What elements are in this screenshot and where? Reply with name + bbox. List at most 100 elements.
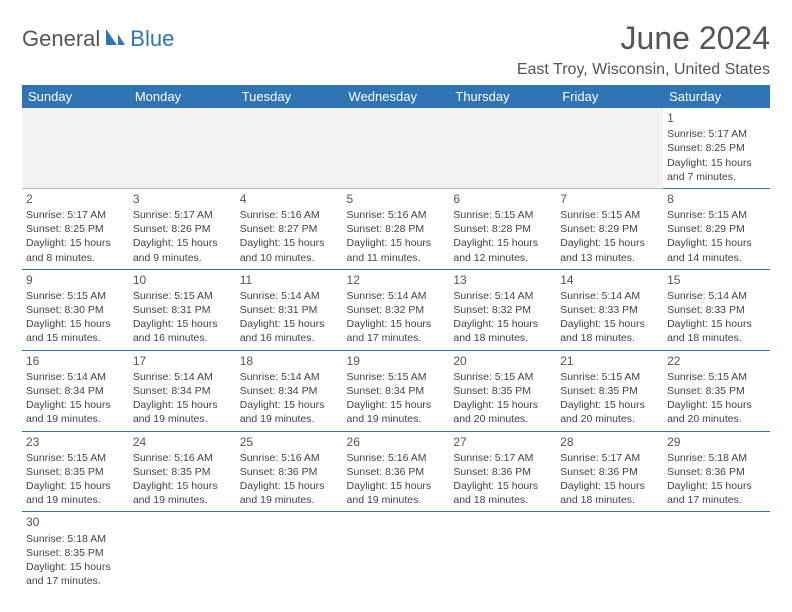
calendar-cell (22, 108, 129, 188)
day-details: Sunrise: 5:14 AMSunset: 8:33 PMDaylight:… (560, 289, 659, 346)
month-title: June 2024 (517, 20, 770, 57)
calendar-cell (129, 108, 236, 188)
day-details: Sunrise: 5:16 AMSunset: 8:36 PMDaylight:… (347, 451, 446, 508)
day-number: 9 (26, 272, 125, 288)
day-details: Sunrise: 5:15 AMSunset: 8:29 PMDaylight:… (560, 208, 659, 265)
calendar-cell: 8Sunrise: 5:15 AMSunset: 8:29 PMDaylight… (663, 188, 770, 269)
day-number: 20 (453, 353, 552, 369)
title-block: June 2024 East Troy, Wisconsin, United S… (517, 20, 770, 79)
calendar-cell (449, 512, 556, 592)
day-details: Sunrise: 5:18 AMSunset: 8:36 PMDaylight:… (667, 451, 766, 508)
calendar-cell (343, 512, 450, 592)
calendar-cell: 21Sunrise: 5:15 AMSunset: 8:35 PMDayligh… (556, 350, 663, 431)
weekday-header: Monday (129, 85, 236, 108)
location: East Troy, Wisconsin, United States (517, 61, 770, 79)
day-number: 4 (240, 191, 339, 207)
day-details: Sunrise: 5:14 AMSunset: 8:32 PMDaylight:… (347, 289, 446, 346)
day-details: Sunrise: 5:17 AMSunset: 8:36 PMDaylight:… (560, 451, 659, 508)
day-number: 13 (453, 272, 552, 288)
day-number: 18 (240, 353, 339, 369)
day-number: 23 (26, 434, 125, 450)
day-number: 2 (26, 191, 125, 207)
day-details: Sunrise: 5:15 AMSunset: 8:30 PMDaylight:… (26, 289, 125, 346)
calendar-header: SundayMondayTuesdayWednesdayThursdayFrid… (22, 85, 770, 108)
day-number: 17 (133, 353, 232, 369)
day-number: 30 (26, 514, 125, 530)
calendar-cell: 22Sunrise: 5:15 AMSunset: 8:35 PMDayligh… (663, 350, 770, 431)
day-details: Sunrise: 5:14 AMSunset: 8:34 PMDaylight:… (133, 370, 232, 427)
logo: General Blue (22, 26, 174, 52)
day-details: Sunrise: 5:14 AMSunset: 8:34 PMDaylight:… (240, 370, 339, 427)
calendar-cell: 24Sunrise: 5:16 AMSunset: 8:35 PMDayligh… (129, 431, 236, 512)
calendar-table: SundayMondayTuesdayWednesdayThursdayFrid… (22, 85, 770, 592)
calendar-body: 1Sunrise: 5:17 AMSunset: 8:25 PMDaylight… (22, 108, 770, 592)
day-number: 22 (667, 353, 766, 369)
calendar-cell: 19Sunrise: 5:15 AMSunset: 8:34 PMDayligh… (343, 350, 450, 431)
day-details: Sunrise: 5:15 AMSunset: 8:29 PMDaylight:… (667, 208, 766, 265)
day-details: Sunrise: 5:15 AMSunset: 8:35 PMDaylight:… (26, 451, 125, 508)
day-details: Sunrise: 5:15 AMSunset: 8:28 PMDaylight:… (453, 208, 552, 265)
logo-text-blue: Blue (130, 26, 174, 52)
calendar-cell (663, 512, 770, 592)
calendar-cell: 28Sunrise: 5:17 AMSunset: 8:36 PMDayligh… (556, 431, 663, 512)
calendar-cell: 2Sunrise: 5:17 AMSunset: 8:25 PMDaylight… (22, 188, 129, 269)
calendar-cell: 12Sunrise: 5:14 AMSunset: 8:32 PMDayligh… (343, 269, 450, 350)
day-number: 15 (667, 272, 766, 288)
calendar-row: 30 Sunrise: 5:18 AMSunset: 8:35 PMDayligh… (22, 512, 770, 592)
day-number: 8 (667, 191, 766, 207)
calendar-cell (449, 108, 556, 188)
day-number: 19 (347, 353, 446, 369)
calendar-cell: 4Sunrise: 5:16 AMSunset: 8:27 PMDaylight… (236, 188, 343, 269)
day-details: Sunrise: 5:16 AMSunset: 8:27 PMDaylight:… (240, 208, 339, 265)
day-details: Sunrise: 5:14 AMSunset: 8:34 PMDaylight:… (26, 370, 125, 427)
calendar-row: 23Sunrise: 5:15 AMSunset: 8:35 PMDayligh… (22, 431, 770, 512)
calendar-cell (236, 108, 343, 188)
day-number: 25 (240, 434, 339, 450)
day-number: 12 (347, 272, 446, 288)
calendar-cell: 16Sunrise: 5:14 AMSunset: 8:34 PMDayligh… (22, 350, 129, 431)
day-number: 5 (347, 191, 446, 207)
day-details: Sunrise: 5:15 AMSunset: 8:35 PMDaylight:… (453, 370, 552, 427)
day-number: 11 (240, 272, 339, 288)
calendar-cell: 30 Sunrise: 5:18 AMSunset: 8:35 PMDayligh… (22, 512, 129, 592)
day-number: 28 (560, 434, 659, 450)
day-details: Sunrise: 5:16 AMSunset: 8:35 PMDaylight:… (133, 451, 232, 508)
day-details: Sunrise: 5:17 AMSunset: 8:25 PMDaylight:… (26, 208, 125, 265)
weekday-header: Wednesday (343, 85, 450, 108)
day-details: Sunrise: 5:14 AMSunset: 8:33 PMDaylight:… (667, 289, 766, 346)
calendar-cell: 11Sunrise: 5:14 AMSunset: 8:31 PMDayligh… (236, 269, 343, 350)
day-details: Sunrise: 5:18 AMSunset: 8:35 PMDaylight:… (26, 532, 125, 589)
day-details: Sunrise: 5:17 AMSunset: 8:26 PMDaylight:… (133, 208, 232, 265)
day-number: 24 (133, 434, 232, 450)
calendar-cell: 23Sunrise: 5:15 AMSunset: 8:35 PMDayligh… (22, 431, 129, 512)
day-details: Sunrise: 5:15 AMSunset: 8:35 PMDaylight:… (560, 370, 659, 427)
day-number: 10 (133, 272, 232, 288)
day-details: Sunrise: 5:17 AMSunset: 8:25 PMDaylight:… (667, 127, 766, 184)
logo-text-general: General (22, 26, 100, 52)
weekday-header: Saturday (663, 85, 770, 108)
calendar-cell (236, 512, 343, 592)
calendar-row: 1Sunrise: 5:17 AMSunset: 8:25 PMDaylight… (22, 108, 770, 188)
day-number: 29 (667, 434, 766, 450)
weekday-header: Friday (556, 85, 663, 108)
day-number: 1 (667, 110, 766, 126)
calendar-cell: 9Sunrise: 5:15 AMSunset: 8:30 PMDaylight… (22, 269, 129, 350)
calendar-row: 2Sunrise: 5:17 AMSunset: 8:25 PMDaylight… (22, 188, 770, 269)
day-details: Sunrise: 5:14 AMSunset: 8:32 PMDaylight:… (453, 289, 552, 346)
sail-icon (104, 27, 126, 52)
calendar-cell (556, 108, 663, 188)
calendar-cell: 29Sunrise: 5:18 AMSunset: 8:36 PMDayligh… (663, 431, 770, 512)
calendar-cell: 1Sunrise: 5:17 AMSunset: 8:25 PMDaylight… (663, 108, 770, 188)
day-number: 14 (560, 272, 659, 288)
calendar-cell (343, 108, 450, 188)
day-details: Sunrise: 5:16 AMSunset: 8:36 PMDaylight:… (240, 451, 339, 508)
day-number: 21 (560, 353, 659, 369)
weekday-header: Tuesday (236, 85, 343, 108)
day-details: Sunrise: 5:15 AMSunset: 8:31 PMDaylight:… (133, 289, 232, 346)
calendar-cell: 17Sunrise: 5:14 AMSunset: 8:34 PMDayligh… (129, 350, 236, 431)
calendar-cell: 14Sunrise: 5:14 AMSunset: 8:33 PMDayligh… (556, 269, 663, 350)
day-number: 26 (347, 434, 446, 450)
calendar-cell: 3Sunrise: 5:17 AMSunset: 8:26 PMDaylight… (129, 188, 236, 269)
day-number: 7 (560, 191, 659, 207)
calendar-cell: 10Sunrise: 5:15 AMSunset: 8:31 PMDayligh… (129, 269, 236, 350)
